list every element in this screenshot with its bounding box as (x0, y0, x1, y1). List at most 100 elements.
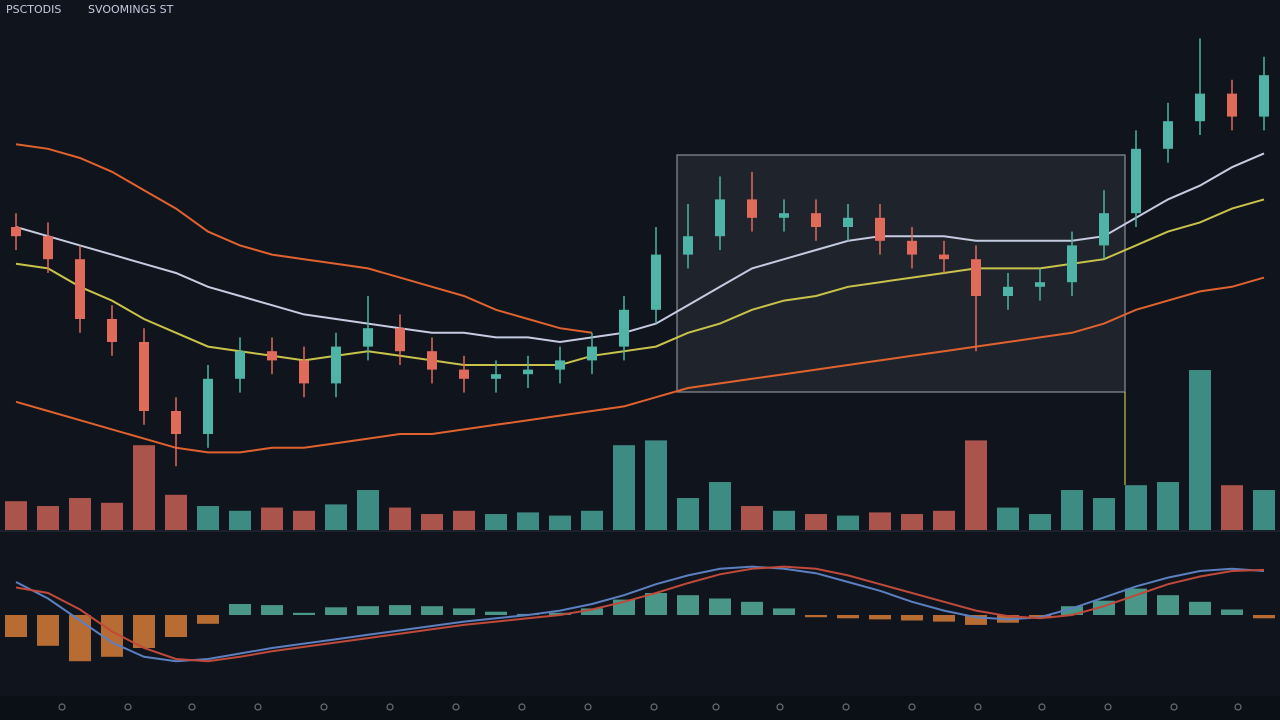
candle-body (427, 351, 437, 370)
bar (453, 608, 475, 615)
bar (421, 514, 443, 530)
bar (645, 440, 667, 530)
candle-body (395, 328, 405, 352)
bar (1125, 588, 1147, 615)
bar (741, 506, 763, 530)
bar (1029, 514, 1051, 530)
candle-body (747, 199, 757, 218)
candle-body (651, 254, 661, 310)
header-text: PSCTODIS (6, 3, 61, 16)
bar (1253, 615, 1275, 619)
bar (1221, 485, 1243, 530)
bar (325, 607, 347, 615)
bar (1061, 490, 1083, 530)
candle-body (907, 240, 917, 255)
bar (965, 440, 987, 530)
bar (197, 506, 219, 530)
bar (837, 515, 859, 530)
bar (5, 615, 27, 637)
bar (197, 615, 219, 624)
bar (325, 504, 347, 530)
candle-body (523, 369, 533, 375)
bar (1157, 595, 1179, 615)
bar (133, 445, 155, 530)
bar (581, 608, 603, 615)
bar (581, 510, 603, 530)
candle-body (1099, 213, 1109, 246)
candle-body (939, 254, 949, 260)
bar (389, 507, 411, 530)
candle-body (107, 319, 117, 342)
bar (37, 506, 59, 530)
candle-body (843, 217, 853, 227)
bar (901, 615, 923, 621)
bar (645, 593, 667, 615)
bar (773, 608, 795, 615)
candle-body (1227, 93, 1237, 117)
candle-body (459, 369, 469, 379)
candle-body (331, 346, 341, 384)
bar (901, 514, 923, 530)
bar (69, 615, 91, 662)
bar (389, 605, 411, 615)
bar (101, 502, 123, 530)
bar (229, 510, 251, 530)
candle-body (715, 199, 725, 237)
indicator-line (15, 152, 1265, 344)
bar (165, 615, 187, 637)
bar (357, 606, 379, 615)
bar (549, 515, 571, 530)
bar (485, 611, 507, 615)
bar (677, 595, 699, 615)
indicator-line (15, 276, 1265, 454)
bar (709, 482, 731, 530)
bar (229, 604, 251, 615)
bar (5, 501, 27, 530)
candle-body (1195, 93, 1205, 122)
bar (485, 514, 507, 530)
bar (133, 615, 155, 648)
candle-body (363, 328, 373, 347)
candle-body (1003, 286, 1013, 296)
bar (1189, 601, 1211, 615)
bar (453, 510, 475, 530)
candle-body (1035, 282, 1045, 287)
bar (69, 498, 91, 530)
bar (517, 512, 539, 530)
time-axis (0, 696, 1280, 720)
bar (805, 514, 827, 530)
axis-icons (58, 703, 1242, 711)
bar (773, 510, 795, 530)
bar (1253, 490, 1275, 530)
candle-body (203, 378, 213, 434)
candle-body (971, 259, 981, 296)
bar (1221, 609, 1243, 615)
bar (997, 507, 1019, 530)
candle-body (619, 309, 629, 347)
bar (293, 612, 315, 615)
bar (741, 601, 763, 615)
bar (1125, 485, 1147, 530)
indicator-line (15, 143, 593, 334)
candle-body (491, 374, 501, 379)
bar (965, 615, 987, 625)
candle-body (171, 411, 181, 434)
bar (837, 615, 859, 619)
bar (549, 612, 571, 615)
bar (869, 615, 891, 620)
candle-body (299, 360, 309, 384)
candle-body (75, 259, 85, 319)
candle-body (1067, 245, 1077, 283)
candle-body (1163, 121, 1173, 149)
candle-body (811, 213, 821, 227)
candle-body (267, 351, 277, 361)
candle-body (587, 346, 597, 361)
indicator-line (15, 565, 1265, 663)
bar (101, 615, 123, 657)
bar (165, 494, 187, 530)
bar (805, 615, 827, 618)
bar (709, 598, 731, 615)
candle-body (555, 360, 565, 370)
candle-body (1131, 148, 1141, 214)
